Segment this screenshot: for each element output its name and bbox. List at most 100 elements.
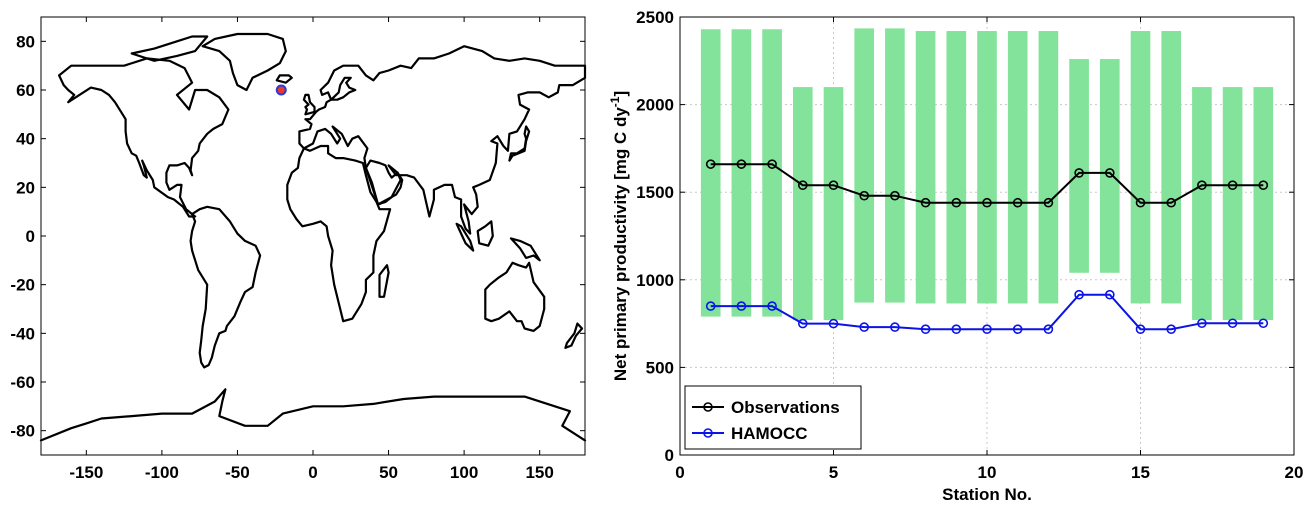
map-plot-area	[41, 17, 585, 455]
range-bar	[1222, 87, 1243, 321]
map-y-tick-label: 20	[16, 178, 35, 197]
chart-y-tick-label: 500	[646, 358, 674, 377]
range-bar	[946, 31, 967, 304]
range-bar	[700, 29, 721, 317]
range-bar	[1069, 59, 1089, 273]
map-x-tick-label: -50	[225, 463, 250, 482]
south-america-coast	[189, 205, 262, 369]
africa-coast	[286, 144, 392, 323]
data-point-observations	[1135, 197, 1146, 208]
map-y-tick-label: 60	[16, 81, 35, 100]
data-point-observations	[767, 159, 777, 169]
chart-x-tick-label: 0	[675, 463, 684, 482]
map-x-tick-label: 50	[379, 463, 398, 482]
station-marker-group	[275, 84, 287, 96]
map-x-tick-label: 0	[308, 463, 317, 482]
australia-coast	[484, 261, 546, 332]
baltic-coast	[330, 76, 357, 101]
station-location-marker	[275, 84, 287, 96]
map-x-ticks: -150 -100 -50 0 50 100 150	[69, 17, 554, 482]
world-map-panel: -150 -100 -50 0 50 100 150 -80 -60 -40 -20 0 20 40 60…	[10, 16, 587, 482]
indonesia-coast	[455, 222, 475, 252]
data-point-hamocc	[982, 324, 992, 335]
legend-label-hamocc: HAMOCC	[731, 424, 808, 443]
data-point-observations	[736, 159, 747, 169]
range-bar	[762, 29, 782, 317]
data-point-hamocc	[705, 301, 716, 311]
range-bars	[700, 28, 1274, 321]
arabia-coast	[364, 159, 404, 206]
npp-chart-panel: 0 5 10 15 20 0 500 1000 1500 2000 2500 Station No…	[608, 8, 1303, 504]
series-line-hamocc	[710, 293, 1264, 331]
data-point-hamocc	[767, 301, 777, 311]
data-point-hamocc	[951, 324, 962, 335]
iceland-coast	[275, 74, 293, 84]
data-point-hamocc	[1043, 324, 1054, 335]
data-point-observations	[1074, 168, 1084, 178]
legend-label-observations: Observations	[731, 398, 840, 417]
range-bar	[1253, 87, 1274, 321]
range-bar	[1099, 59, 1120, 273]
data-point-observations	[859, 190, 870, 201]
data-point-observations	[1166, 197, 1176, 208]
data-point-observations	[1105, 168, 1115, 178]
data-point-hamocc	[736, 301, 747, 311]
chart-y-tick-label: 0	[665, 446, 674, 465]
series-lines	[705, 159, 1269, 335]
chart-y-tick-label: 2000	[636, 96, 674, 115]
legend-box	[684, 385, 862, 450]
data-point-observations	[890, 190, 900, 201]
range-bar	[731, 29, 752, 317]
new-guinea-coast	[509, 237, 541, 262]
data-point-observations	[951, 197, 962, 208]
data-point-observations	[705, 159, 716, 169]
range-bar	[1192, 87, 1212, 321]
map-x-tick-label: 100	[450, 463, 478, 482]
map-y-tick-label: -60	[10, 373, 35, 392]
data-point-hamocc	[859, 322, 870, 332]
data-point-hamocc	[1197, 318, 1207, 329]
data-point-hamocc	[890, 322, 900, 332]
data-point-observations	[982, 197, 992, 208]
data-point-observations	[828, 180, 839, 190]
data-point-observations	[797, 180, 808, 190]
map-y-tick-label: -80	[10, 422, 35, 441]
chart-y-tick-label: 2500	[636, 8, 674, 27]
chart-y-ticks: 0 500 1000 1500 2000 2500	[636, 8, 1294, 465]
new-zealand-coast	[564, 322, 584, 349]
map-y-ticks: -80 -60 -40 -20 0 20 40 60 80	[10, 32, 585, 441]
range-bar	[1130, 31, 1151, 304]
data-point-hamocc	[1227, 318, 1238, 329]
chart-y-axis-label: Net primary productivity [mg C dy-1]	[608, 91, 630, 381]
data-point-observations	[1197, 180, 1207, 190]
data-point-hamocc	[1166, 324, 1176, 335]
map-y-tick-label: 80	[16, 32, 35, 51]
greenland-coast	[201, 32, 287, 92]
coastlines	[39, 32, 587, 442]
data-point-hamocc	[1105, 289, 1115, 300]
data-point-hamocc	[1258, 318, 1269, 329]
map-y-tick-label: -20	[10, 276, 35, 295]
data-point-observations	[1043, 197, 1054, 208]
antarctica-coast	[39, 388, 587, 442]
map-y-tick-label: 0	[26, 227, 35, 246]
legend-marker-hamocc	[703, 428, 713, 438]
map-y-tick-label: 40	[16, 130, 35, 149]
range-bar	[1007, 31, 1028, 304]
legend-marker-observations	[703, 402, 713, 412]
chart-x-axis-label: Station No.	[942, 485, 1032, 504]
borneo-coast	[476, 220, 494, 247]
range-bar	[1161, 31, 1182, 304]
legend-items: Observations HAMOCC	[692, 398, 840, 443]
range-bar	[792, 87, 813, 321]
range-bar	[915, 31, 936, 304]
data-point-observations	[1258, 180, 1269, 190]
chart-x-ticks: 0 5 10 15 20	[675, 17, 1303, 482]
data-point-hamocc	[797, 318, 808, 329]
madagascar-coast	[378, 264, 390, 298]
japan-coast	[508, 125, 531, 162]
range-bar	[1038, 31, 1059, 304]
map-x-tick-label: 150	[525, 463, 553, 482]
map-y-tick-label: -40	[10, 324, 35, 343]
